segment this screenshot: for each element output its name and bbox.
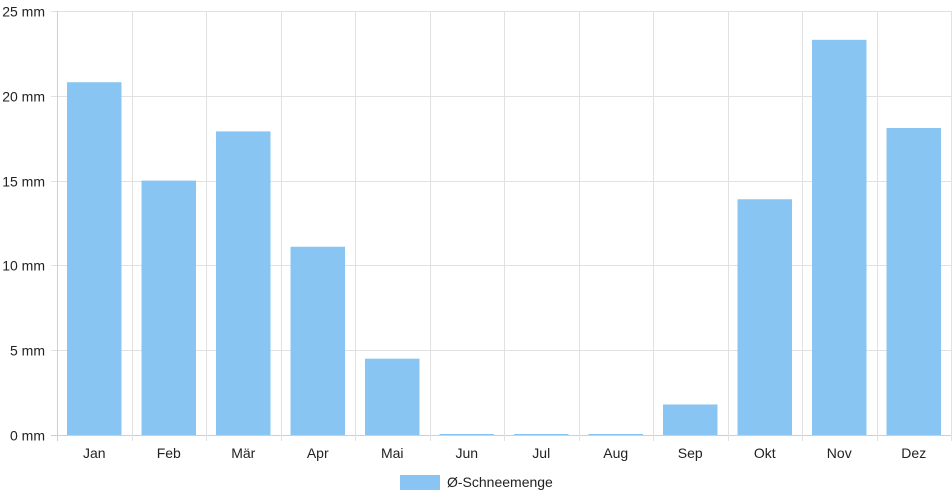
y-axis-ticks: 0 mm 5 mm 10 mm 15 mm 20 mm 25 mm [2,4,45,444]
bar-okt[interactable] [737,199,793,435]
bar-mai[interactable] [365,358,420,435]
x-tick-label: Mär [231,445,255,461]
bar-aug[interactable] [588,434,644,435]
bar-sep[interactable] [663,404,718,435]
legend[interactable]: Ø-Schneemenge [400,474,553,490]
legend-swatch[interactable] [400,475,440,490]
x-axis-ticks: Jan Feb Mär Apr Mai Jun Jul Aug Sep Okt Nov Dez [83,445,926,461]
y-tick-label: 15 mm [2,174,45,190]
bar-apr[interactable] [290,246,346,435]
bars [67,39,942,436]
x-tick-label: Mai [381,445,404,461]
bar-nov[interactable] [812,39,867,435]
y-tick-label: 0 mm [10,428,45,444]
legend-label[interactable]: Ø-Schneemenge [447,474,553,490]
grid-lines [51,11,952,441]
bar-jan[interactable] [67,82,122,436]
x-tick-label: Okt [754,445,776,461]
x-tick-label: Nov [827,445,852,461]
bar-mär[interactable] [216,131,271,435]
x-tick-label: Feb [157,445,181,461]
x-tick-label: Sep [678,445,703,461]
y-tick-label: 20 mm [2,89,45,105]
y-tick-label: 5 mm [10,343,45,359]
bar-feb[interactable] [141,180,197,435]
x-tick-label: Dez [901,445,926,461]
x-tick-label: Aug [603,445,628,461]
x-tick-label: Apr [307,445,329,461]
x-tick-label: Jan [83,445,106,461]
y-tick-label: 10 mm [2,258,45,274]
bar-jul[interactable] [514,434,569,435]
bar-jun[interactable] [439,434,495,435]
x-tick-label: Jun [455,445,478,461]
bar-dez[interactable] [886,128,942,436]
y-tick-label: 25 mm [2,4,45,20]
x-tick-label: Jul [532,445,550,461]
